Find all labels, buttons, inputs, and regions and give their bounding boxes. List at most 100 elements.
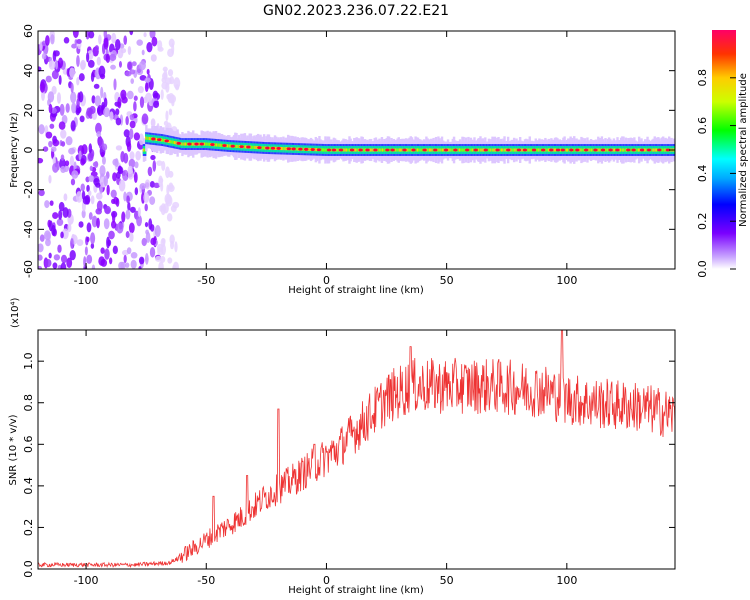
noise-blob <box>88 175 95 183</box>
signal-peak <box>331 148 337 152</box>
noise-blob <box>103 37 109 50</box>
noise-blob <box>45 75 52 83</box>
signal-band-core <box>348 148 351 152</box>
signal-band-core <box>160 138 164 142</box>
signal-peak <box>569 148 574 152</box>
signal-band-core <box>437 148 440 152</box>
noise-blob <box>53 254 61 261</box>
signal-band-core <box>216 143 219 147</box>
noise-blob <box>173 77 181 89</box>
noise-blob <box>50 146 57 152</box>
signal-band-core <box>510 148 513 152</box>
noise-blob <box>102 143 108 151</box>
noise-blob <box>126 90 134 100</box>
noise-blob <box>154 255 162 262</box>
signal-peak <box>657 148 662 152</box>
noise-blob <box>131 61 137 67</box>
noise-blob <box>160 89 164 100</box>
noise-blob <box>64 160 70 167</box>
signal-band-core <box>171 140 175 144</box>
signal-band-core <box>636 148 640 152</box>
noise-blob <box>38 124 45 135</box>
noise-blob <box>53 50 60 57</box>
noise-blob <box>170 240 175 250</box>
noise-blob <box>60 154 65 161</box>
noise-blob <box>125 71 132 77</box>
signal-band-core <box>487 148 491 152</box>
noise-blob <box>76 54 80 67</box>
noise-blob <box>164 193 172 205</box>
spectrogram-x-tick-label: 0 <box>323 274 330 287</box>
signal-peak <box>230 144 235 148</box>
noise-blob <box>141 49 145 56</box>
signal-band-core <box>544 148 547 152</box>
signal-peak <box>646 148 652 152</box>
noise-blob <box>127 61 132 71</box>
colorbar: 0.0 0.2 0.4 0.6 0.8 Normalized spectral ampl… <box>696 30 749 278</box>
noise-blob <box>90 243 95 249</box>
noise-blob <box>135 150 141 161</box>
signal-band-core <box>546 148 549 152</box>
signal-band-core <box>539 148 542 152</box>
noise-blob <box>133 101 137 112</box>
noise-blob <box>100 86 104 99</box>
noise-blob <box>120 89 127 100</box>
signal-peak <box>516 148 522 152</box>
noise-blob <box>48 252 52 259</box>
noise-blob <box>100 247 105 254</box>
signal-band-core <box>643 148 647 152</box>
signal-band-core <box>344 148 348 152</box>
noise-blob <box>87 152 94 162</box>
signal-band-core <box>378 148 381 152</box>
signal-peak <box>402 148 407 152</box>
signal-band-core <box>325 148 328 152</box>
noise-blob <box>94 95 102 107</box>
signal-band-core <box>470 148 474 152</box>
colorbar-tick-label: 0.6 <box>696 117 709 135</box>
snr-x-tick-label: -100 <box>74 574 99 587</box>
noise-blob <box>129 206 136 213</box>
noise-blob <box>127 169 134 180</box>
signal-band-core <box>604 148 607 152</box>
noise-blob <box>158 261 164 269</box>
signal-band-core <box>651 148 654 152</box>
signal-band-core <box>395 148 398 152</box>
signal-band-core <box>623 148 626 152</box>
snr-panel: -100 -50 0 50 100 0.0 0.2 0.4 0.6 0.8 1.0 Height o… <box>8 297 676 596</box>
signal-peak <box>373 148 378 152</box>
signal-peak <box>540 148 546 152</box>
noise-blob <box>136 214 142 227</box>
signal-band-core <box>205 142 208 146</box>
signal-band-core <box>587 148 590 152</box>
signal-band-core <box>460 148 463 152</box>
noise-blob <box>76 38 82 44</box>
signal-band-core <box>192 142 195 146</box>
signal-peak <box>600 148 606 152</box>
noise-blob <box>151 36 158 47</box>
signal-band-core <box>564 148 568 152</box>
noise-blob <box>51 224 56 236</box>
noise-blob <box>96 200 103 212</box>
noise-blob <box>87 190 92 197</box>
signal-peak <box>665 148 671 152</box>
signal-band-core <box>181 142 184 146</box>
signal-band-core <box>612 148 616 152</box>
noise-blob <box>78 73 85 82</box>
signal-peak <box>286 147 292 151</box>
signal-band-core <box>545 148 548 152</box>
noise-blob <box>76 98 80 109</box>
noise-blob <box>45 131 53 139</box>
spectrogram-x-tick-label: -50 <box>197 274 215 287</box>
noise-blob <box>154 225 161 238</box>
signal-band-core <box>219 143 223 147</box>
noise-blob <box>149 246 156 258</box>
signal-band-core <box>362 148 366 152</box>
noise-blob <box>156 160 163 166</box>
noise-blob <box>103 97 108 108</box>
signal-band-core <box>481 148 485 152</box>
signal-band-core <box>605 148 608 152</box>
noise-blob <box>52 212 59 220</box>
noise-blob <box>86 254 93 264</box>
noise-blob <box>130 259 137 269</box>
noise-blob <box>169 76 175 85</box>
